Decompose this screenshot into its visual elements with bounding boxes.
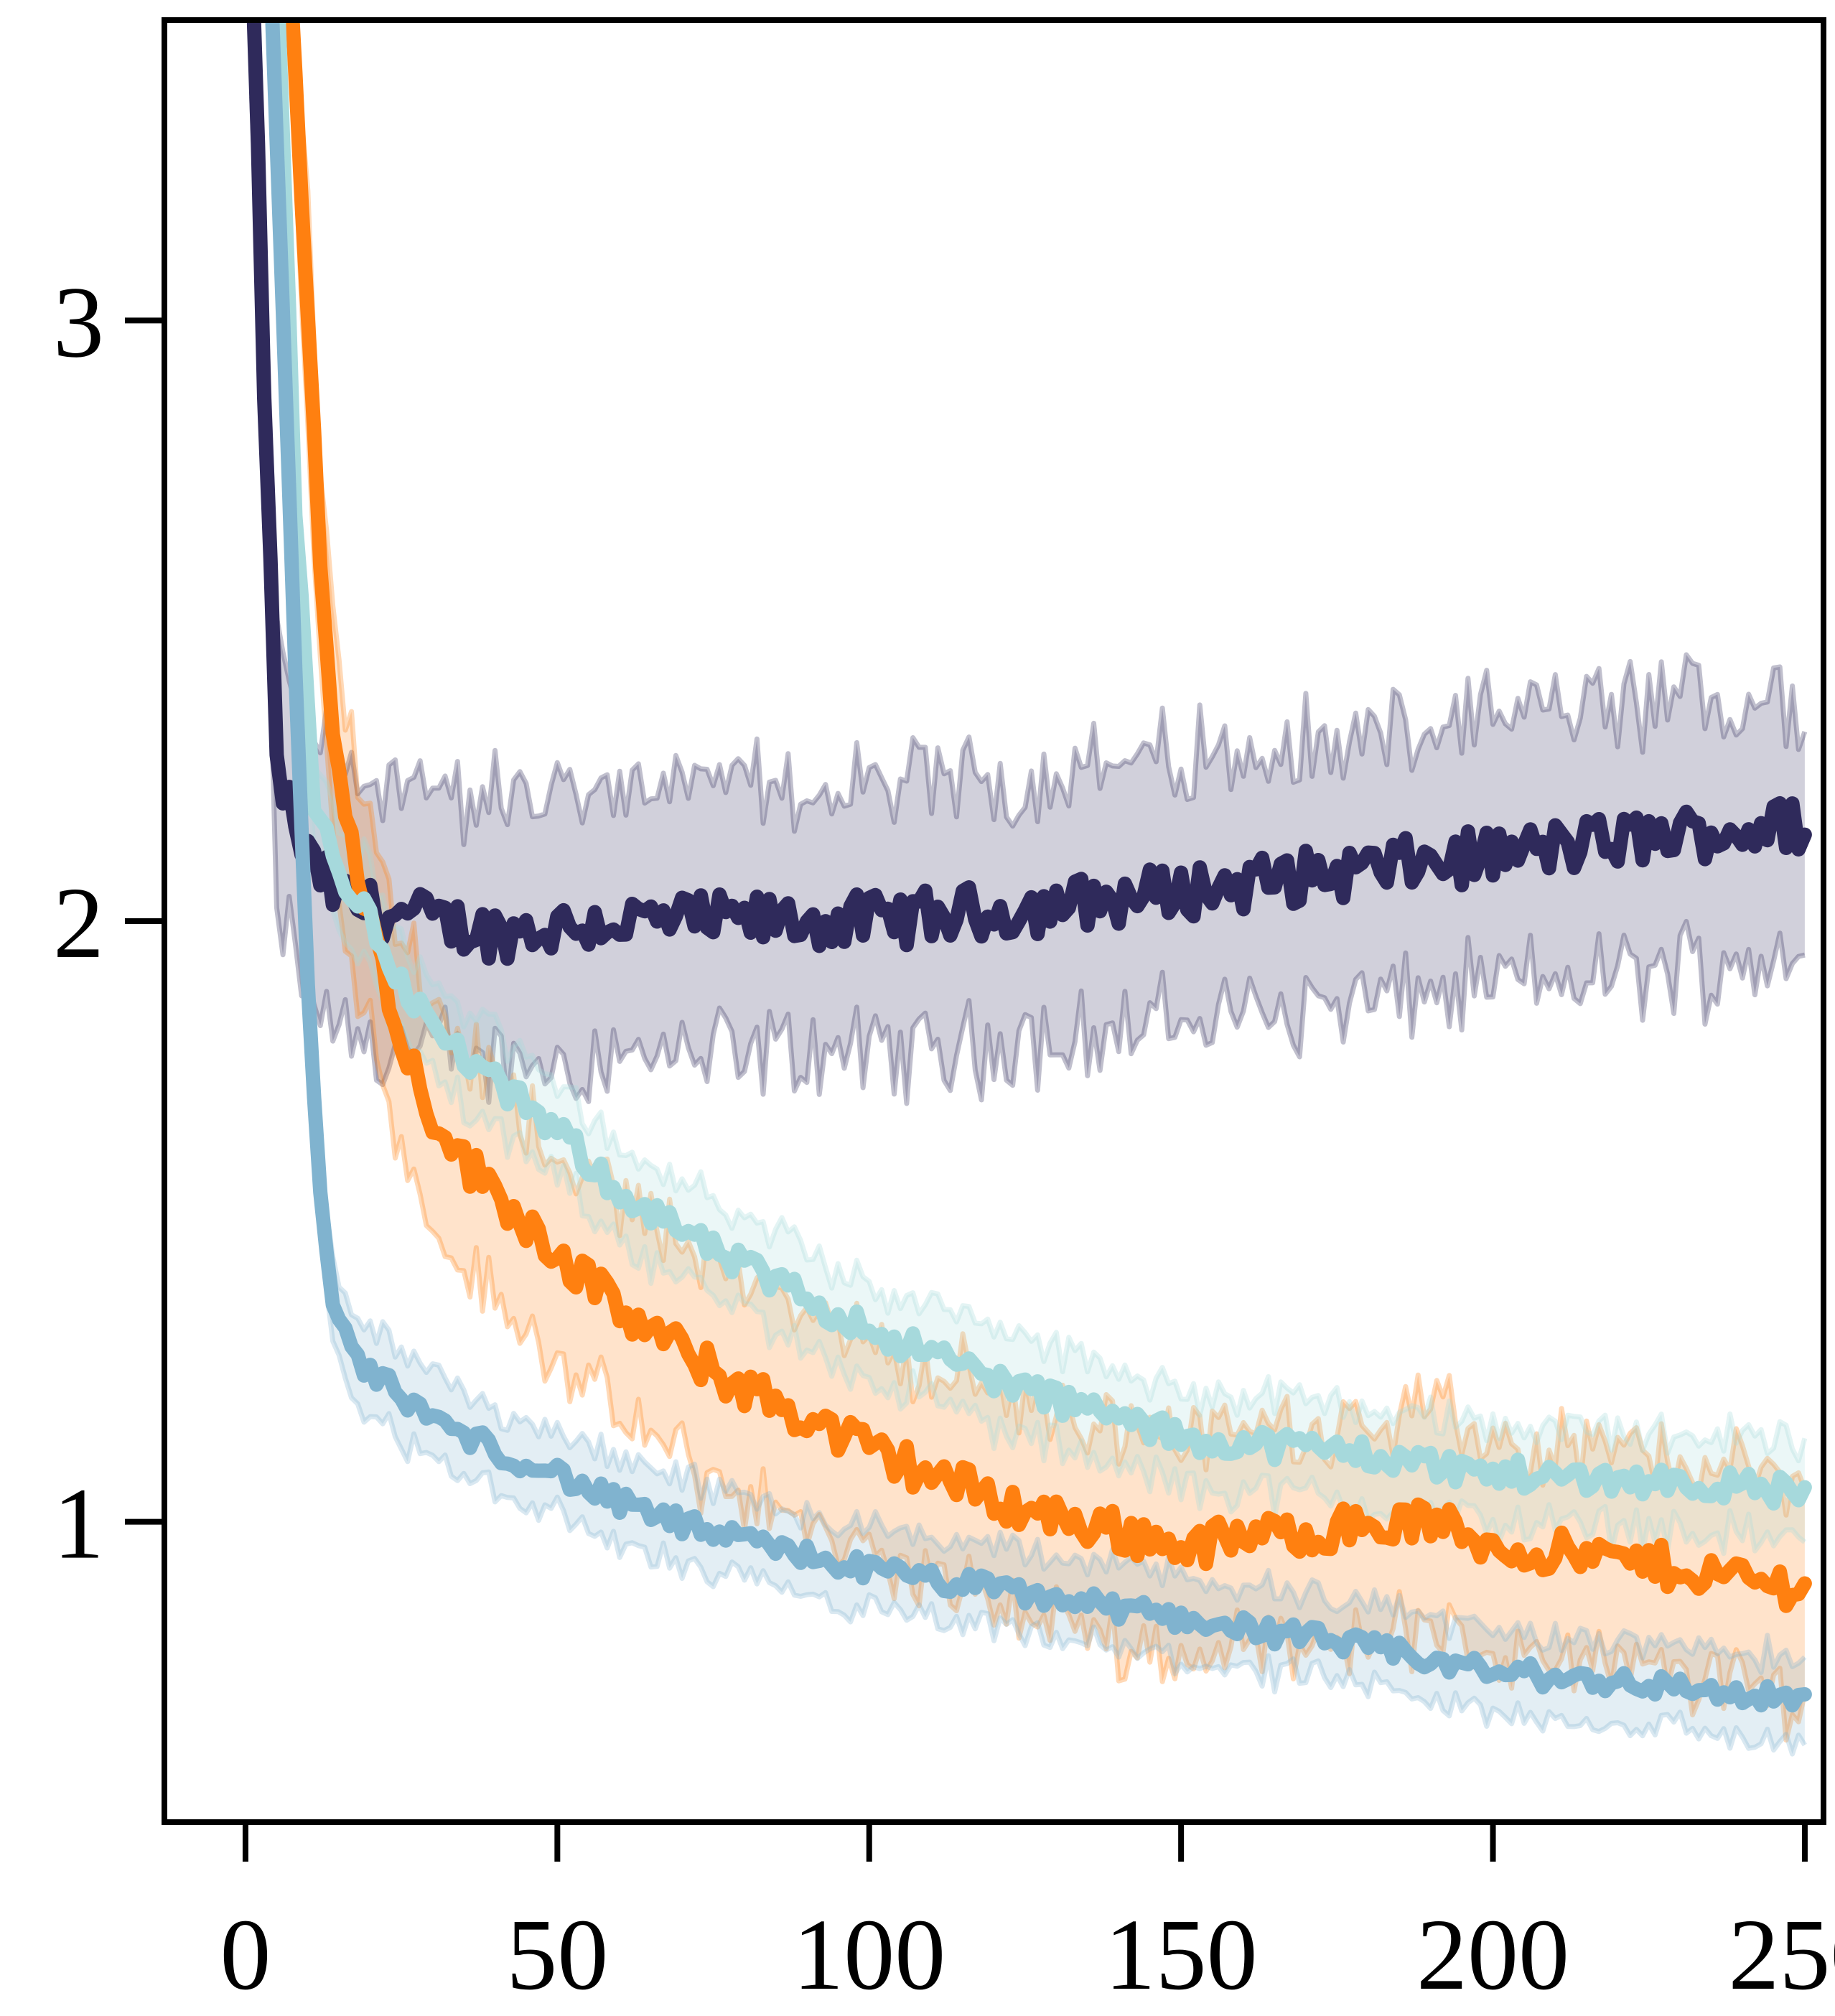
y-tick-label: 3 [53,265,104,378]
y-tick-label: 2 [53,866,104,979]
x-tick-label: 250 [1728,1898,1835,2011]
series-3-upper-bound [277,20,1808,1464]
confidence-bands [249,20,1808,1757]
series-4-line [265,20,1812,1713]
x-tick-label: 50 [506,1898,608,2011]
x-tick-label: 200 [1416,1898,1569,2011]
series-2-upper-bound [294,20,1808,1518]
series-1-lower-bound [249,96,1806,1110]
series-1-line [246,20,1812,966]
series-2-line [285,20,1812,1613]
series-3-lower-bound [274,20,1807,1557]
y-tick-label: 1 [53,1467,104,1580]
x-tick-label: 0 [220,1898,271,2011]
x-axis: 0 50 100 150 200 250 [220,1822,1835,2011]
series-3-line [271,20,1812,1511]
series-4-upper-bound [271,20,1807,1675]
series-1-band [251,20,1805,1107]
series-1-upper-bound [256,20,1808,847]
series-4-lower-bound [269,20,1807,1757]
x-tick-label: 150 [1105,1898,1258,2011]
x-tick-label: 100 [793,1898,945,2011]
series-lines [246,20,1812,1713]
series-2-band [289,20,1805,1740]
y-axis: 1 2 3 [53,265,164,1580]
